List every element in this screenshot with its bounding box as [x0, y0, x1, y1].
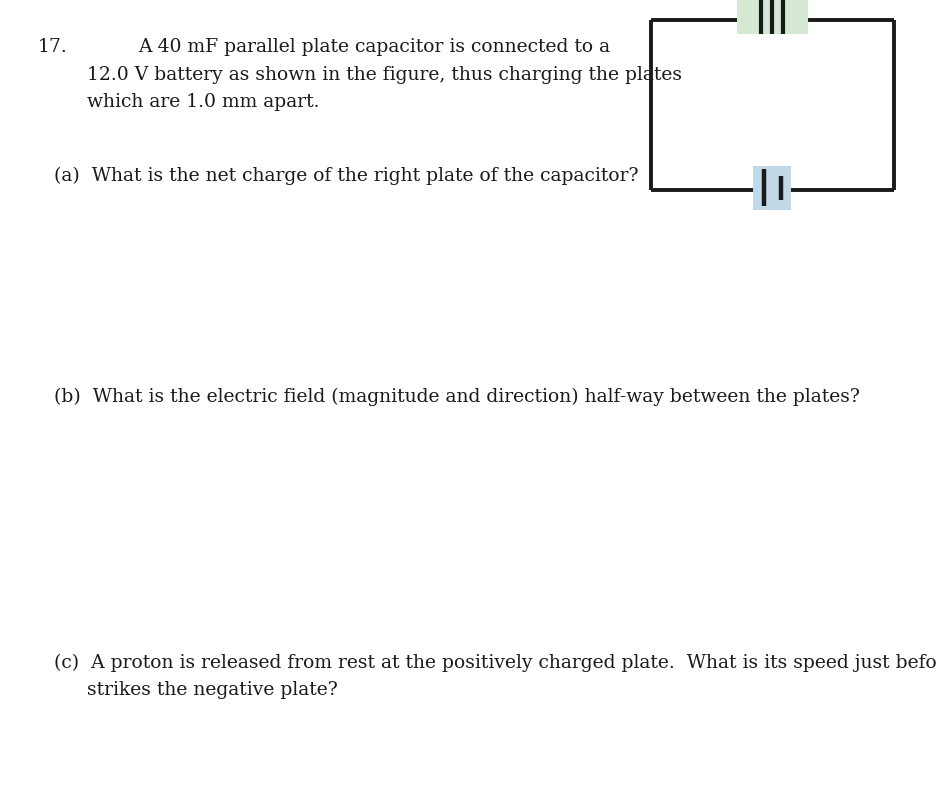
Text: (b)  What is the electric field (magnitude and direction) half-way between the p: (b) What is the electric field (magnitud…: [54, 388, 860, 406]
Text: (c)  A proton is released from rest at the positively charged plate.  What is it: (c) A proton is released from rest at th…: [54, 653, 936, 672]
Text: strikes the negative plate?: strikes the negative plate?: [87, 681, 338, 699]
Text: 17.: 17.: [37, 38, 67, 56]
Bar: [753, 166, 791, 210]
Text: 12.0 V battery as shown in the figure, thus charging the plates: 12.0 V battery as shown in the figure, t…: [87, 66, 682, 84]
Bar: [737, 0, 808, 34]
Text: (a)  What is the net charge of the right plate of the capacitor?: (a) What is the net charge of the right …: [54, 166, 638, 185]
Text: which are 1.0 mm apart.: which are 1.0 mm apart.: [87, 93, 319, 112]
Text: A 40 mF parallel plate capacitor is connected to a: A 40 mF parallel plate capacitor is conn…: [139, 38, 610, 56]
